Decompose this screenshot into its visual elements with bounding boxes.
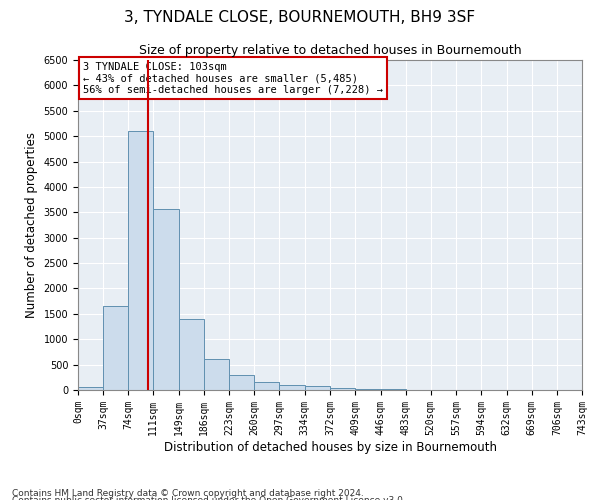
Bar [305, 386, 331, 390]
Bar [229, 375, 254, 390]
Bar [128, 131, 153, 390]
Bar [78, 388, 103, 390]
Bar [179, 319, 204, 390]
Text: 3, TYNDALE CLOSE, BOURNEMOUTH, BH9 3SF: 3, TYNDALE CLOSE, BOURNEMOUTH, BH9 3SF [124, 10, 476, 25]
X-axis label: Distribution of detached houses by size in Bournemouth: Distribution of detached houses by size … [163, 440, 497, 454]
Bar [280, 385, 305, 390]
Bar [331, 388, 355, 390]
Y-axis label: Number of detached properties: Number of detached properties [25, 132, 38, 318]
Text: 3 TYNDALE CLOSE: 103sqm
← 43% of detached houses are smaller (5,485)
56% of semi: 3 TYNDALE CLOSE: 103sqm ← 43% of detache… [83, 62, 383, 95]
Bar [204, 358, 229, 390]
Bar [355, 389, 380, 390]
Title: Size of property relative to detached houses in Bournemouth: Size of property relative to detached ho… [139, 44, 521, 58]
Text: Contains HM Land Registry data © Crown copyright and database right 2024.: Contains HM Land Registry data © Crown c… [12, 488, 364, 498]
Bar [153, 209, 179, 390]
Bar [254, 382, 280, 390]
Bar [103, 306, 128, 390]
Text: Contains public sector information licensed under the Open Government Licence v3: Contains public sector information licen… [12, 496, 406, 500]
